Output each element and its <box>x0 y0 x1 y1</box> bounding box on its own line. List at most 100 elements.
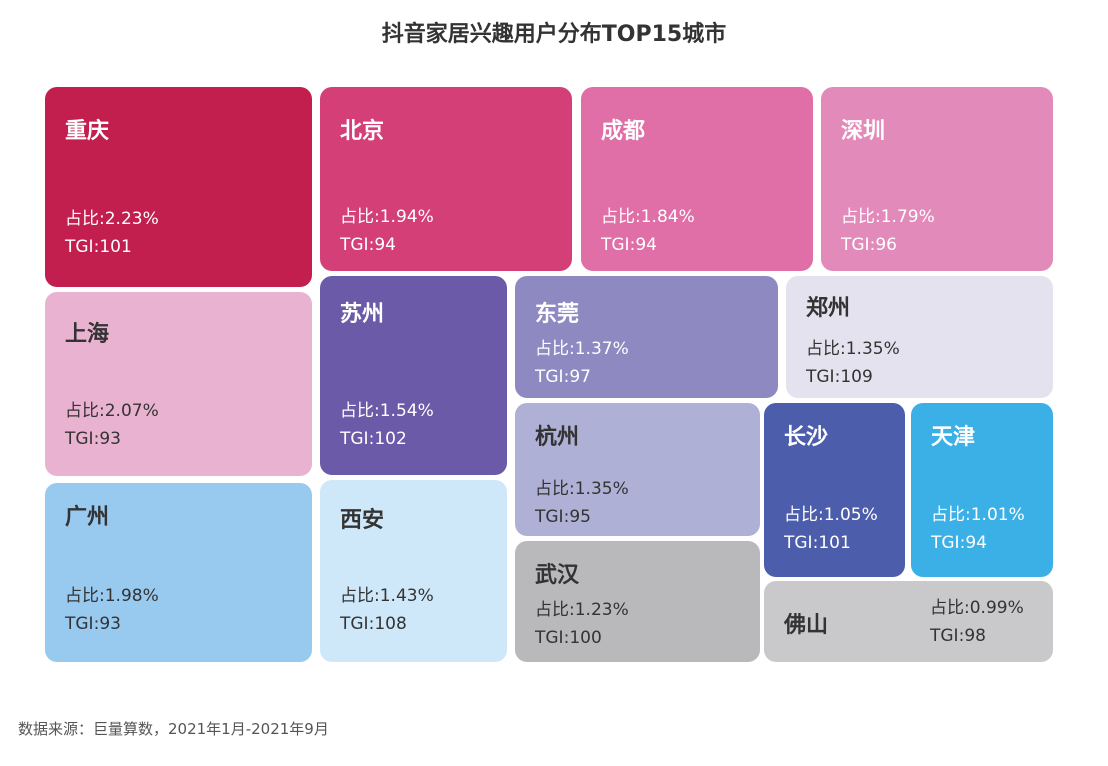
tgi-label: TGI: <box>65 614 100 634</box>
share-label: 占比: <box>841 207 881 227</box>
tgi-value: 101 <box>818 533 851 553</box>
city-stats: 占比:2.23% TGI:101 <box>65 205 159 261</box>
share-line: 占比:2.23% <box>65 205 159 233</box>
tgi-label: TGI: <box>535 367 570 387</box>
tgi-value: 102 <box>374 429 407 449</box>
share-label: 占比: <box>65 586 105 606</box>
share-line: 占比:1.79% <box>841 203 935 231</box>
city-stats: 占比:1.54% TGI:102 <box>340 397 434 453</box>
share-value: 1.37% <box>574 339 629 359</box>
share-line: 占比:1.23% <box>535 596 629 624</box>
tgi-value: 96 <box>875 235 897 255</box>
tgi-label: TGI: <box>535 507 570 527</box>
city-stats: 占比:1.35% TGI:109 <box>806 335 900 391</box>
treemap-tile: 深圳 占比:1.79% TGI:96 <box>821 87 1053 271</box>
share-value: 2.07% <box>104 401 159 421</box>
city-name: 郑州 <box>806 296 851 321</box>
share-label: 占比: <box>340 401 380 421</box>
city-name: 佛山 <box>784 613 829 638</box>
share-label: 占比: <box>784 505 824 525</box>
share-value: 1.35% <box>845 339 900 359</box>
tgi-label: TGI: <box>601 235 636 255</box>
city-stats: 占比:1.37% TGI:97 <box>535 335 629 391</box>
share-value: 1.23% <box>574 600 629 620</box>
share-value: 0.99% <box>969 598 1024 618</box>
tgi-value: 98 <box>964 626 986 646</box>
share-value: 1.79% <box>880 207 935 227</box>
city-stats: 占比:0.99% TGI:98 <box>930 594 1024 650</box>
tgi-value: 109 <box>840 367 873 387</box>
share-line: 占比:1.35% <box>535 475 629 503</box>
treemap-tile: 杭州 占比:1.35% TGI:95 <box>515 403 760 536</box>
share-value: 2.23% <box>104 209 159 229</box>
share-line: 占比:1.05% <box>784 501 878 529</box>
city-name: 苏州 <box>340 302 385 327</box>
tgi-line: TGI:94 <box>601 231 695 259</box>
city-name: 广州 <box>65 505 110 530</box>
share-label: 占比: <box>930 598 970 618</box>
city-name: 天津 <box>931 425 976 450</box>
tgi-label: TGI: <box>806 367 841 387</box>
tgi-label: TGI: <box>340 429 375 449</box>
tgi-value: 94 <box>965 533 987 553</box>
tgi-label: TGI: <box>930 626 965 646</box>
tgi-line: TGI:98 <box>930 622 1024 650</box>
share-line: 占比:1.37% <box>535 335 629 363</box>
tgi-value: 108 <box>374 614 407 634</box>
tgi-line: TGI:102 <box>340 425 434 453</box>
chart-title: 抖音家居兴趣用户分布TOP15城市 <box>381 22 727 47</box>
treemap-tile: 郑州占比:1.35% TGI:109 <box>786 276 1053 398</box>
treemap-tile: 苏州 占比:1.54% TGI:102 <box>320 276 507 475</box>
tgi-value: 94 <box>374 235 396 255</box>
tgi-line: TGI:101 <box>784 529 878 557</box>
tgi-value: 93 <box>99 614 121 634</box>
share-line: 占比:1.54% <box>340 397 434 425</box>
share-label: 占比: <box>535 339 575 359</box>
city-name: 武汉 <box>535 563 580 588</box>
treemap-tile: 上海 占比:2.07% TGI:93 <box>45 292 312 476</box>
tgi-label: TGI: <box>340 614 375 634</box>
share-label: 占比: <box>340 207 380 227</box>
treemap-tile: 西安 占比:1.43% TGI:108 <box>320 480 507 662</box>
city-stats: 占比:2.07% TGI:93 <box>65 397 159 453</box>
tgi-line: TGI:96 <box>841 231 935 259</box>
treemap-tile: 武汉 占比:1.23% TGI:100 <box>515 541 760 662</box>
city-stats: 占比:1.35% TGI:95 <box>535 475 629 531</box>
share-value: 1.35% <box>574 479 629 499</box>
tgi-label: TGI: <box>535 628 570 648</box>
city-name: 东莞 <box>535 302 580 327</box>
tgi-label: TGI: <box>784 533 819 553</box>
share-value: 1.94% <box>379 207 434 227</box>
tgi-line: TGI:100 <box>535 624 629 652</box>
treemap-tile: 广州占比:1.98% TGI:93 <box>45 483 312 662</box>
tgi-label: TGI: <box>340 235 375 255</box>
treemap-tile: 东莞 占比:1.37% TGI:97 <box>515 276 778 398</box>
share-label: 占比: <box>65 209 105 229</box>
share-label: 占比: <box>931 505 971 525</box>
city-stats: 占比:1.94% TGI:94 <box>340 203 434 259</box>
city-stats: 占比:1.98% TGI:93 <box>65 582 159 638</box>
treemap-tile: 成都 占比:1.84% TGI:94 <box>581 87 813 271</box>
tgi-value: 101 <box>99 237 132 257</box>
city-name: 重庆 <box>65 119 110 144</box>
share-value: 1.43% <box>379 586 434 606</box>
share-value: 1.01% <box>970 505 1025 525</box>
treemap-tile: 长沙 占比:1.05% TGI:101 <box>764 403 905 577</box>
city-stats: 占比:1.43% TGI:108 <box>340 582 434 638</box>
city-stats: 占比:1.84% TGI:94 <box>601 203 695 259</box>
city-name: 长沙 <box>784 425 829 450</box>
share-line: 占比:1.35% <box>806 335 900 363</box>
tgi-label: TGI: <box>841 235 876 255</box>
city-name: 深圳 <box>841 119 886 144</box>
tgi-line: TGI:108 <box>340 610 434 638</box>
city-stats: 占比:1.79% TGI:96 <box>841 203 935 259</box>
tgi-label: TGI: <box>931 533 966 553</box>
tgi-line: TGI:101 <box>65 233 159 261</box>
tgi-value: 100 <box>569 628 602 648</box>
tgi-line: TGI:94 <box>340 231 434 259</box>
city-name: 成都 <box>601 119 646 144</box>
city-stats: 占比:1.05% TGI:101 <box>784 501 878 557</box>
share-label: 占比: <box>535 600 575 620</box>
share-value: 1.84% <box>640 207 695 227</box>
treemap-tile: 天津占比:1.01% TGI:94 <box>911 403 1053 577</box>
